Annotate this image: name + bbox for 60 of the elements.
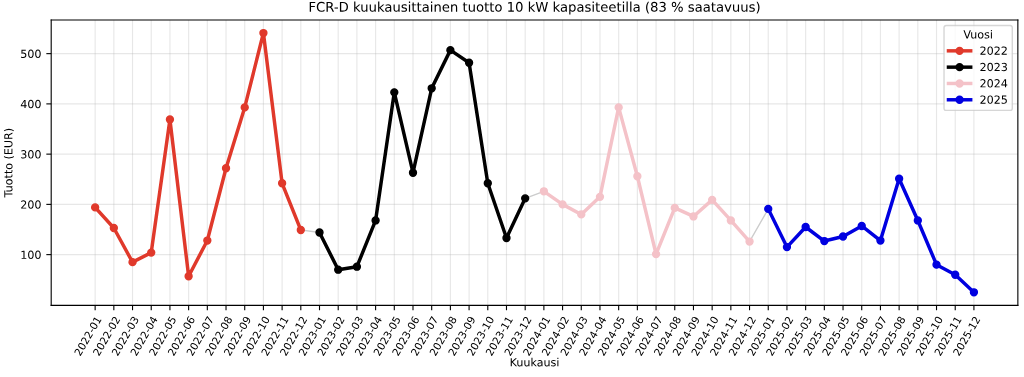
point [726,216,736,225]
point [221,164,231,173]
legend-label: 2022 [980,46,1007,55]
point [90,203,100,212]
point [614,103,623,112]
point [951,270,960,279]
point [838,232,848,241]
point [707,195,717,205]
point [894,174,904,183]
point [259,28,268,38]
legend-label: 2024 [980,79,1008,88]
point [521,194,530,203]
point [390,88,399,97]
point [277,179,287,188]
point [464,58,474,67]
point [483,179,492,188]
point [128,257,137,267]
y-axis-title: Tuotto (EUR) [3,128,14,198]
point [184,272,193,281]
point [315,228,324,237]
legend-label: 2023 [980,62,1007,72]
chart-title: FCR-D kuukausittainen tuotto 10 kW kapasiteetilla (83 % saatavuus) [309,1,760,15]
point [147,248,156,257]
point [595,192,605,202]
x-axis-title: Kuukausi [510,357,559,367]
y-tick-label: 100 [21,250,41,259]
y-tick-label: 300 [21,150,41,159]
point [969,288,979,297]
point [408,168,418,177]
point [558,200,567,209]
point [203,236,212,245]
point [782,242,792,252]
point [296,225,305,235]
point [240,103,249,112]
point [427,84,436,93]
y-tick-label: 200 [21,200,41,209]
point [539,187,549,196]
point [633,172,642,181]
legend-title: Vuosi [963,29,992,39]
point [820,236,829,246]
point [670,203,679,213]
point [502,233,511,243]
point [334,265,343,274]
legend-label: 2025 [980,95,1007,104]
point [764,204,773,214]
point [689,212,698,221]
point [165,115,175,124]
point [745,237,754,246]
y-tick-label: 500 [21,49,41,59]
point [932,260,941,269]
point [577,210,586,219]
point [857,221,866,231]
point [446,45,455,55]
y-tick-label: 400 [20,99,41,109]
point [371,216,380,225]
point [352,262,362,271]
point [109,223,119,233]
point [801,222,810,232]
point [876,236,885,245]
point [913,216,922,225]
